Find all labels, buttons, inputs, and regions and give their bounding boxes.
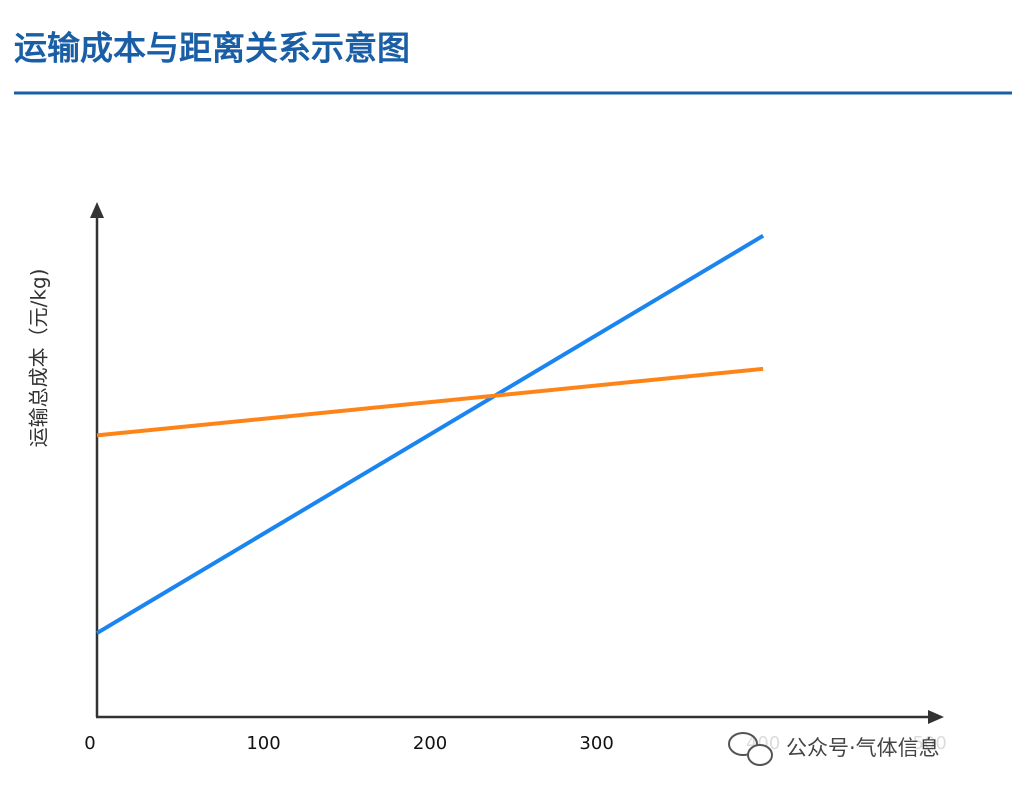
series-line	[96, 366, 764, 438]
x-tick-label: 100	[246, 733, 280, 754]
x-tick-label: 300	[579, 733, 613, 754]
watermark-icon	[747, 744, 773, 766]
chart-title: 运输成本与距离关系示意图	[14, 29, 410, 68]
watermark: 公众号·气体信息	[786, 736, 940, 760]
x-tick-label: 200	[413, 733, 447, 754]
x-axis-arrow	[928, 710, 944, 724]
y-axis-label: 运输总成本（元/kg)	[27, 269, 51, 448]
series-line	[95, 234, 765, 635]
watermark-icon	[728, 732, 758, 756]
x-tick-label: 0	[84, 733, 95, 754]
y-axis-arrow	[90, 202, 104, 218]
